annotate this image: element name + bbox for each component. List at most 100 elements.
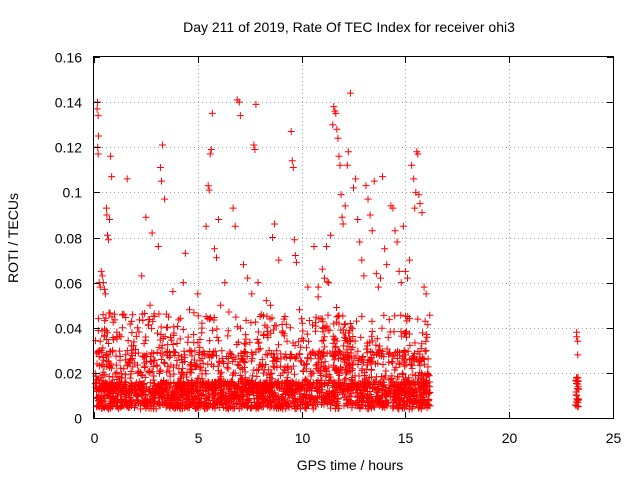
data-point [270,326,278,334]
y-tick-label: 0.12 [55,140,82,156]
data-point [135,369,143,377]
data-point [193,404,201,412]
data-point [390,351,398,359]
data-point [314,349,322,357]
data-point [371,386,379,394]
data-point [94,112,102,120]
data-point [372,350,380,358]
data-point [254,328,262,336]
data-point [353,392,361,400]
data-point [415,191,423,199]
data-point [307,383,315,391]
data-point [330,320,338,328]
data-point [332,388,340,396]
data-point [391,394,399,402]
data-point [159,394,167,402]
data-point [273,357,281,365]
data-point [403,378,411,386]
data-point [156,402,164,410]
data-point [270,350,278,358]
data-point [337,191,345,199]
data-point [217,301,225,309]
data-point [209,351,217,359]
data-point [398,369,406,377]
data-point [324,326,332,334]
data-point [118,389,126,397]
data-point [399,401,407,409]
data-point [97,267,105,275]
data-point [113,373,121,381]
data-point [388,358,396,366]
data-point [154,398,162,406]
y-tick-label: 0.1 [63,185,83,201]
data-point [572,401,580,409]
data-point [327,231,335,239]
data-point [282,354,290,362]
data-point [144,368,152,376]
data-point [224,365,232,373]
data-point [217,368,225,376]
data-point [323,395,331,403]
data-point [286,324,294,332]
x-tick-label: 15 [398,430,414,446]
data-point [367,355,375,363]
data-point [175,365,183,373]
data-point [263,351,271,359]
data-point [393,347,401,355]
data-point [305,387,313,395]
data-point [323,322,331,330]
data-point [202,222,210,230]
data-point [379,361,387,369]
data-point [411,204,419,212]
data-point [163,368,171,376]
data-point [262,297,270,305]
data-point [223,404,231,412]
data-point [171,351,179,359]
data-point [276,362,284,370]
data-point [268,369,276,377]
data-point [287,127,295,135]
data-point [391,312,399,320]
data-point [248,349,256,357]
data-point [351,337,359,345]
data-point [573,385,581,393]
data-point [180,371,188,379]
data-point [166,372,174,380]
data-point [309,321,317,329]
data-point [262,380,270,388]
data-point [238,355,246,363]
data-point [159,141,167,149]
data-point [419,354,427,362]
data-point [341,320,349,328]
data-point [94,150,102,158]
data-point [256,392,264,400]
data-point [166,384,174,392]
data-point [179,279,187,287]
data-point [149,317,157,325]
data-point [95,132,103,140]
data-point [422,380,430,388]
data-point [181,249,189,257]
data-point [185,306,193,314]
data-point [226,350,234,358]
data-point [378,352,386,360]
data-point [267,398,275,406]
data-point [373,349,381,357]
data-point [395,373,403,381]
data-point [374,346,382,354]
data-point [354,357,362,365]
data-point [395,267,403,275]
data-point [281,366,289,374]
data-point [329,332,337,340]
y-axis-label: ROTI / TECUs [5,193,21,283]
data-point [103,336,111,344]
data-point [243,352,251,360]
data-point [180,347,188,355]
data-point [187,359,195,367]
data-point [189,382,197,390]
data-point [96,398,104,406]
data-point [199,390,207,398]
data-point [260,395,268,403]
data-point [288,388,296,396]
data-point [193,360,201,368]
